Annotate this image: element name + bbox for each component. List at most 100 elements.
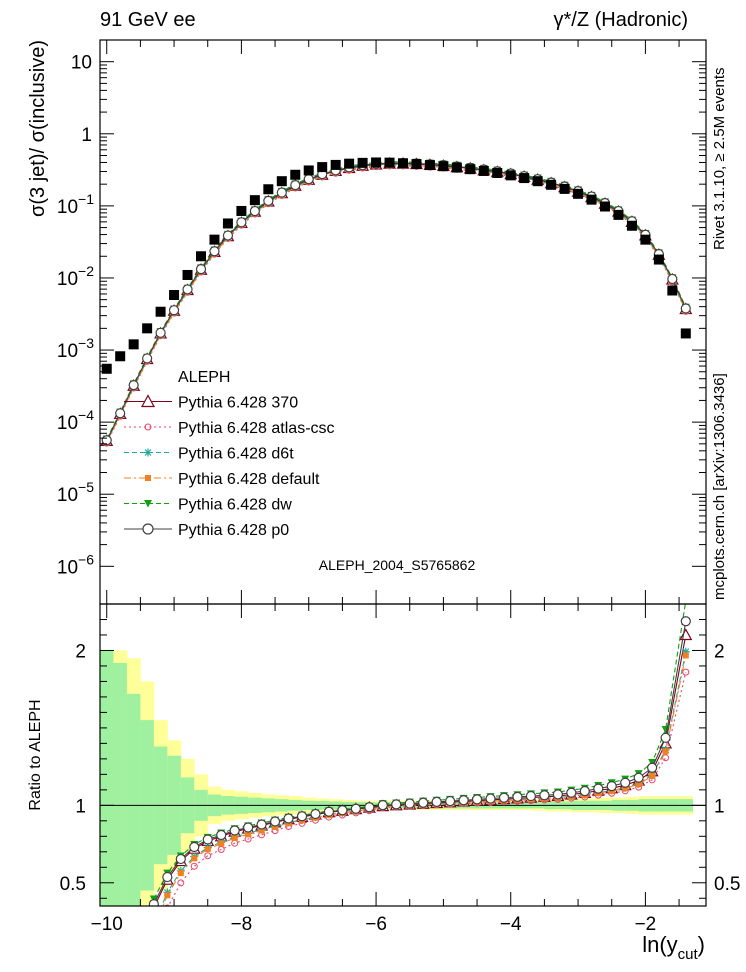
data-point xyxy=(640,234,651,245)
data-point xyxy=(411,159,422,170)
ratio-point xyxy=(620,777,631,788)
x-axis-label: ln(ycut) xyxy=(642,932,705,963)
series-aleph xyxy=(101,157,691,374)
data-point xyxy=(115,408,126,419)
data-point xyxy=(115,351,126,362)
legend-entry: Pythia 6.428 d6t xyxy=(124,446,294,463)
data-point xyxy=(195,264,207,275)
stat-uncertainty-band xyxy=(126,693,141,906)
ratio-point xyxy=(679,628,693,641)
legend-marker xyxy=(144,500,152,508)
data-point xyxy=(667,285,678,296)
data-point xyxy=(586,194,597,205)
legend-label: Pythia 6.428 p0 xyxy=(178,522,289,539)
y-tick-label: 10−4 xyxy=(57,407,94,434)
legend-marker xyxy=(145,475,151,481)
data-point xyxy=(600,201,610,212)
data-point xyxy=(303,174,314,185)
ratio-point xyxy=(231,835,238,842)
ratio-y-tick-label-right: 1 xyxy=(714,796,725,817)
data-point xyxy=(196,251,206,262)
ratio-point xyxy=(431,796,442,808)
ratio-line xyxy=(153,604,686,900)
stat-uncertainty-band xyxy=(100,650,114,906)
ratio-point xyxy=(647,762,658,773)
data-point xyxy=(128,379,139,391)
ratio-panel: −10 −8 −6 −4 −2 0.5 0.5 1 1 2 2 Ratio to ALEPH xyxy=(27,40,740,949)
legend-marker xyxy=(144,448,152,457)
ratio-point xyxy=(471,794,483,805)
ratio-point xyxy=(191,855,198,862)
data-point xyxy=(532,176,543,187)
ratio-point xyxy=(498,792,510,803)
legend-entry: Pythia 6.428 p0 xyxy=(124,522,289,539)
legend-marker xyxy=(142,523,154,535)
ratio-point xyxy=(404,798,415,809)
ratio-point xyxy=(323,806,335,817)
main-panel: 10−6 10−5 10−4 10−3 10−2 10−1 1 10 σ(3 jet)/ σ(… xyxy=(27,39,707,906)
ratio-point xyxy=(649,772,656,779)
data-point xyxy=(613,209,624,220)
data-point xyxy=(559,183,570,194)
legend-entry: ALEPH xyxy=(178,369,230,386)
ratio-point xyxy=(162,871,173,883)
ratio-point xyxy=(204,852,212,860)
data-point xyxy=(478,165,489,176)
ratio-point xyxy=(458,795,469,806)
y-tick-label: 10−5 xyxy=(57,479,94,506)
data-point xyxy=(667,273,678,285)
ratio-point xyxy=(310,808,321,820)
ratio-point xyxy=(662,748,669,755)
ratio-point xyxy=(218,840,225,847)
data-point xyxy=(222,218,233,229)
ratio-y-tick-label-right: 0.5 xyxy=(714,874,740,895)
ratio-point xyxy=(418,797,429,808)
data-point xyxy=(519,173,530,184)
ratio-point xyxy=(485,793,496,804)
ratio-y-tick-label: 2 xyxy=(75,641,86,662)
ratio-point xyxy=(364,802,375,813)
ratio-point xyxy=(635,781,642,788)
ratio-point xyxy=(579,785,590,797)
ratio-point xyxy=(539,790,550,801)
ratio-point xyxy=(606,780,617,792)
ratio-y-tick-label-right: 2 xyxy=(714,641,725,662)
data-point xyxy=(330,159,341,170)
data-point xyxy=(276,187,287,198)
x-tick-label: −8 xyxy=(231,914,253,935)
rivet-version-label: Rivet 3.1.10, ≥ 2.5M events xyxy=(711,68,728,251)
data-point xyxy=(680,328,691,339)
data-point xyxy=(155,327,166,338)
data-point xyxy=(424,160,435,171)
ratio-point xyxy=(377,800,388,811)
ratio-point xyxy=(445,795,456,807)
legend-label: Pythia 6.428 dw xyxy=(178,497,292,514)
ratio-point xyxy=(243,822,254,833)
ratio-point xyxy=(269,816,281,827)
legend-entry: Pythia 6.428 370 xyxy=(124,394,298,412)
ratio-series-pythia-6-428-370 xyxy=(151,628,693,906)
data-point xyxy=(168,305,180,316)
ratio-series-pythia-6-428-p0 xyxy=(148,616,691,906)
ratio-point xyxy=(660,732,671,743)
ratio-point xyxy=(164,904,171,906)
ratio-y-tick-label: 0.5 xyxy=(60,874,86,895)
data-point xyxy=(182,269,193,280)
y-tick-label: 10−1 xyxy=(57,191,94,218)
ratio-line xyxy=(154,634,687,906)
data-point xyxy=(236,217,247,228)
data-point xyxy=(465,164,476,175)
x-tick-label: −4 xyxy=(500,914,522,935)
ratio-point xyxy=(216,829,227,841)
data-point xyxy=(169,290,180,301)
y-tick-label: 10−3 xyxy=(57,335,94,362)
ratio-point xyxy=(151,943,157,949)
ratio-point xyxy=(202,834,213,845)
data-point xyxy=(249,205,260,217)
ratio-point xyxy=(350,803,361,814)
data-point xyxy=(128,339,139,350)
ratio-point xyxy=(175,853,186,865)
ratio-line xyxy=(153,621,687,905)
legend: ALEPH Pythia 6.428 370 Pythia 6.428 atlas-… xyxy=(124,369,335,539)
